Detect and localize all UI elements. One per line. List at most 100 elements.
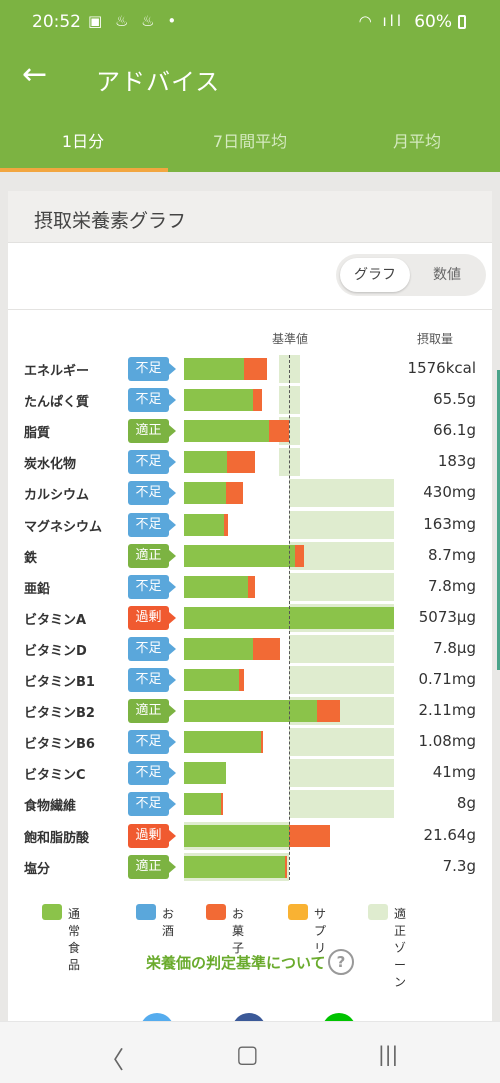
nutrient-row: ビタミンC 不足 41mg — [8, 759, 492, 788]
nav-home-icon[interactable]: ▢ — [236, 1040, 259, 1068]
nav-recents-icon[interactable]: ||| — [378, 1042, 399, 1066]
status-badge: 不足 — [128, 357, 176, 381]
nutrient-row: ビタミンB6 不足 1.08mg — [8, 728, 492, 757]
status-badge: 不足 — [128, 574, 176, 599]
nutrient-row: ビタミンB1 不足 0.71mg — [8, 666, 492, 694]
tab-one-day[interactable]: 1日分 — [61, 132, 105, 151]
intake-value: 163mg — [423, 514, 476, 533]
legend-swatch — [368, 904, 388, 920]
status-badge: 適正 — [128, 543, 176, 568]
view-toggle: グラフ 数値 — [336, 254, 486, 296]
scrollbar[interactable] — [497, 370, 500, 670]
graph-view-button[interactable]: グラフ — [340, 258, 410, 292]
optimal-zone-bar — [289, 479, 394, 508]
nutrient-row: ビタミンA 過剰 5073μg — [8, 603, 492, 632]
status-badge: 不足 — [128, 481, 176, 506]
sweets-intake-bar — [238, 669, 244, 691]
food-intake-bar — [184, 482, 226, 505]
food-intake-bar — [184, 824, 289, 847]
status-badge: 不足 — [128, 792, 176, 817]
divider — [8, 309, 492, 310]
sweets-intake-bar — [226, 482, 243, 505]
nutrient-name: 塩分 — [24, 861, 51, 877]
nutrient-name: 炭水化物 — [24, 457, 77, 473]
intake-column-header: 摂取量 — [417, 332, 454, 346]
optimal-zone-bar — [289, 510, 394, 539]
nutrient-name: マグネシウム — [24, 519, 103, 535]
status-time: 20:52 — [32, 12, 81, 32]
food-intake-bar — [184, 731, 261, 754]
sweets-intake-bar — [317, 700, 341, 723]
legend-swatch — [42, 904, 62, 920]
optimal-zone-bar — [289, 666, 394, 694]
nutrient-name: ビタミンA — [24, 612, 87, 628]
sweets-intake-bar — [289, 824, 330, 847]
nutrient-name: カルシウム — [24, 488, 90, 504]
tab-seven-day-average[interactable]: 7日間平均 — [212, 132, 288, 151]
intake-value: 430mg — [423, 483, 476, 502]
status-badge: 適正 — [128, 419, 176, 444]
judgement-criteria-link[interactable]: 栄養価の判定基準について — [146, 954, 326, 972]
intake-value: 5073μg — [418, 607, 476, 626]
legend-label: サプリ — [314, 907, 327, 955]
nutrient-row: 亜鉛 不足 7.8mg — [8, 572, 492, 601]
battery-percent: 60% — [414, 12, 452, 32]
food-intake-bar — [184, 358, 244, 380]
status-badge: 不足 — [128, 761, 176, 786]
back-arrow-icon[interactable]: ← — [22, 57, 48, 92]
help-question-icon[interactable]: ? — [328, 949, 354, 975]
nutrient-row: カルシウム 不足 430mg — [8, 479, 492, 508]
intake-value: 65.5g — [433, 390, 476, 409]
legend: 通常食品 お酒 お菓子 サプリ 適正ゾーン — [8, 901, 492, 989]
intake-value: 21.64g — [423, 825, 476, 844]
sweets-intake-bar — [223, 513, 229, 536]
nutrient-row: ビタミンD 不足 7.8μg — [8, 634, 492, 663]
nutrient-row: 塩分 適正 7.3g — [8, 852, 492, 881]
numeric-view-button[interactable]: 数値 — [433, 267, 461, 283]
intake-value: 7.8mg — [428, 576, 476, 595]
food-intake-bar — [184, 855, 285, 878]
intake-value: 2.11mg — [418, 701, 476, 720]
food-intake-bar — [184, 513, 224, 536]
food-intake-bar — [184, 762, 226, 785]
nutrient-row: エネルギー 不足 1576kcal — [8, 355, 492, 383]
intake-value: 41mg — [432, 763, 476, 782]
intake-value: 66.1g — [433, 421, 476, 440]
nutrient-name: ビタミンD — [24, 643, 87, 659]
nutrient-row: 食物繊維 不足 8g — [8, 790, 492, 819]
period-tabs: 1日分 7日間平均 月平均 — [0, 112, 500, 172]
legend-label: お菓子 — [232, 907, 245, 955]
status-badge: 不足 — [128, 636, 176, 661]
reference-column-header: 基準値 — [272, 332, 309, 346]
nutrient-name: エネルギー — [24, 364, 90, 379]
legend-swatch — [136, 904, 156, 920]
intake-value: 0.71mg — [418, 670, 476, 688]
legend-label: 通常食品 — [68, 907, 81, 972]
intake-value: 8g — [456, 794, 476, 813]
optimal-zone-bar — [289, 634, 394, 663]
food-intake-bar — [184, 669, 239, 691]
nav-back-icon[interactable]: 〈 — [100, 1046, 124, 1074]
sweets-intake-bar — [220, 793, 223, 816]
optimal-zone-bar — [289, 728, 394, 757]
intake-value: 7.3g — [442, 856, 476, 875]
food-intake-bar — [184, 575, 249, 598]
legend-label: お酒 — [162, 907, 175, 938]
sweets-intake-bar — [284, 855, 287, 878]
tab-monthly-average[interactable]: 月平均 — [392, 132, 441, 151]
intake-value: 1.08mg — [418, 732, 476, 751]
food-intake-bar — [184, 389, 254, 412]
food-intake-bar — [184, 700, 318, 723]
food-intake-bar — [184, 451, 228, 474]
legend-swatch — [206, 904, 226, 920]
intake-value: 183g — [437, 452, 476, 471]
nutrient-row: 脂質 適正 66.1g — [8, 417, 492, 446]
food-intake-bar — [184, 544, 296, 567]
signal-icons: ◠ ıll — [358, 12, 404, 30]
reference-line — [289, 355, 290, 880]
food-intake-bar — [184, 793, 221, 816]
intake-value: 7.8μg — [433, 638, 476, 657]
status-badge: 適正 — [128, 699, 176, 724]
status-badge: 適正 — [128, 854, 176, 879]
nutrient-name: ビタミンB2 — [24, 706, 95, 722]
